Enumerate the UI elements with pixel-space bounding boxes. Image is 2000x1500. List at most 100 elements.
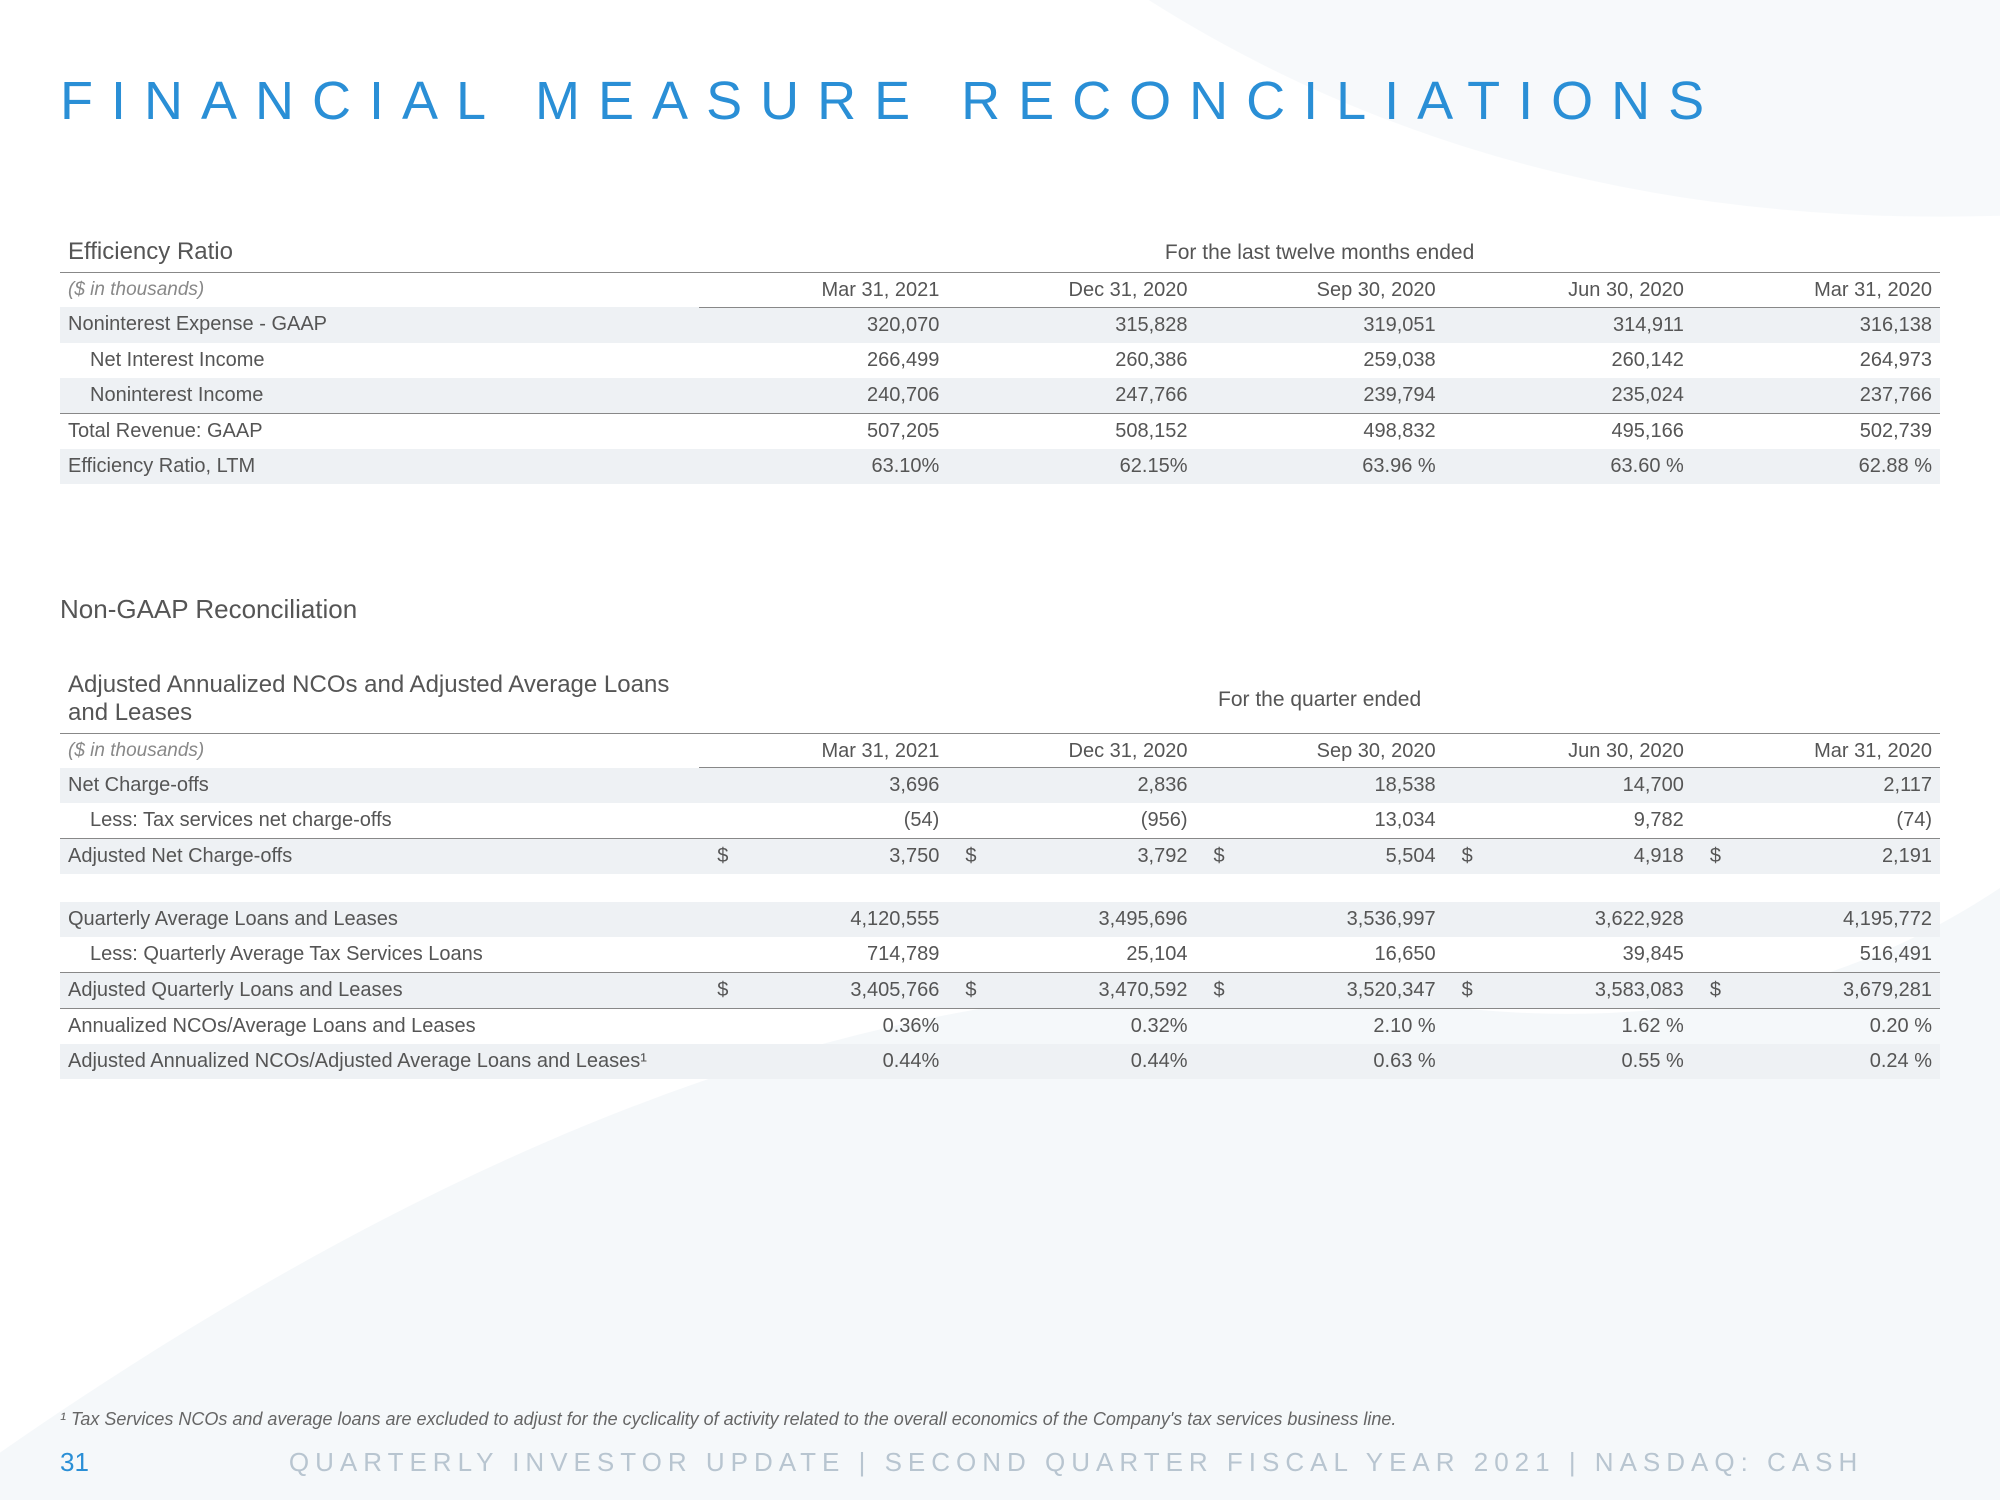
row-value: 25,104 (947, 937, 1195, 973)
row-value: 14,700 (1444, 768, 1692, 804)
row-label: Less: Quarterly Average Tax Services Loa… (60, 937, 699, 973)
table-row: Annualized NCOs/Average Loans and Leases… (60, 1009, 1940, 1045)
dollar-sign: $ (965, 845, 976, 868)
row-value: 498,832 (1196, 413, 1444, 449)
row-value: 0.63 % (1196, 1044, 1444, 1079)
dollar-sign: $ (1214, 979, 1225, 1002)
table-row: Adjusted Net Charge-offs$3,750$3,792$5,5… (60, 839, 1940, 875)
row-value: $3,792 (947, 839, 1195, 875)
row-value: (956) (947, 803, 1195, 839)
row-value: 3,536,997 (1196, 902, 1444, 937)
footnote: ¹ Tax Services NCOs and average loans ar… (60, 1409, 1940, 1430)
row-value: 0.24 % (1692, 1044, 1940, 1079)
table-row: Less: Quarterly Average Tax Services Loa… (60, 937, 1940, 973)
page-number: 31 (60, 1447, 89, 1478)
row-label: Efficiency Ratio, LTM (60, 449, 699, 484)
table-row: Adjusted Quarterly Loans and Leases$3,40… (60, 973, 1940, 1009)
row-value: 316,138 (1692, 307, 1940, 343)
row-value: 237,766 (1692, 378, 1940, 414)
table-row: Adjusted Annualized NCOs/Adjusted Averag… (60, 1044, 1940, 1079)
row-value: 63.10% (699, 449, 947, 484)
row-value: $3,679,281 (1692, 973, 1940, 1009)
row-value: 63.96 % (1196, 449, 1444, 484)
table-header-row: Efficiency Ratio For the last twelve mon… (60, 232, 1940, 273)
nongaap-heading: Non-GAAP Reconciliation (60, 594, 1940, 625)
row-value: 3,696 (699, 768, 947, 804)
row-value: 62.88 % (1692, 449, 1940, 484)
row-value: $3,520,347 (1196, 973, 1444, 1009)
dollar-sign: $ (965, 979, 976, 1002)
row-value: $3,583,083 (1444, 973, 1692, 1009)
row-value: 13,034 (1196, 803, 1444, 839)
date-header-row: ($ in thousands) Mar 31, 2021 Dec 31, 20… (60, 733, 1940, 768)
date-col-2: Sep 30, 2020 (1196, 273, 1444, 308)
date-col-4: Mar 31, 2020 (1692, 733, 1940, 768)
row-value: 314,911 (1444, 307, 1692, 343)
row-value: 264,973 (1692, 343, 1940, 378)
section-label: Adjusted Annualized NCOs and Adjusted Av… (60, 665, 699, 734)
table-row: Net Charge-offs3,6962,83618,53814,7002,1… (60, 768, 1940, 804)
row-label: Noninterest Expense - GAAP (60, 307, 699, 343)
dollar-sign: $ (717, 979, 728, 1002)
table-row: Total Revenue: GAAP507,205508,152498,832… (60, 413, 1940, 449)
section-label: Efficiency Ratio (60, 232, 699, 273)
dollar-sign: $ (1462, 845, 1473, 868)
dollar-sign: $ (1462, 979, 1473, 1002)
row-value: 315,828 (947, 307, 1195, 343)
units-label: ($ in thousands) (60, 273, 699, 308)
row-value: 714,789 (699, 937, 947, 973)
date-col-0: Mar 31, 2021 (699, 733, 947, 768)
row-value: 2,117 (1692, 768, 1940, 804)
date-col-3: Jun 30, 2020 (1444, 733, 1692, 768)
dollar-sign: $ (1710, 979, 1721, 1002)
row-value: 3,495,696 (947, 902, 1195, 937)
row-label: Less: Tax services net charge-offs (60, 803, 699, 839)
row-value: 320,070 (699, 307, 947, 343)
row-value: (74) (1692, 803, 1940, 839)
row-value: 2,836 (947, 768, 1195, 804)
row-value: 240,706 (699, 378, 947, 414)
date-col-2: Sep 30, 2020 (1196, 733, 1444, 768)
row-value: 0.36% (699, 1009, 947, 1045)
row-label: Adjusted Quarterly Loans and Leases (60, 973, 699, 1009)
page-title: FINANCIAL MEASURE RECONCILIATIONS (60, 70, 1940, 132)
row-value: 16,650 (1196, 937, 1444, 973)
row-value: 266,499 (699, 343, 947, 378)
table-row: Less: Tax services net charge-offs(54)(9… (60, 803, 1940, 839)
footer-text: QUARTERLY INVESTOR UPDATE | SECOND QUART… (289, 1447, 1863, 1478)
date-col-4: Mar 31, 2020 (1692, 273, 1940, 308)
row-label: Adjusted Annualized NCOs/Adjusted Averag… (60, 1044, 699, 1079)
row-value: $5,504 (1196, 839, 1444, 875)
row-value: 260,386 (947, 343, 1195, 378)
row-value: $3,750 (699, 839, 947, 875)
date-col-0: Mar 31, 2021 (699, 273, 947, 308)
row-value: 319,051 (1196, 307, 1444, 343)
row-value: 0.44% (947, 1044, 1195, 1079)
row-value: 62.15% (947, 449, 1195, 484)
row-value: $4,918 (1444, 839, 1692, 875)
efficiency-ratio-table: Efficiency Ratio For the last twelve mon… (60, 232, 1940, 484)
row-value: 0.55 % (1444, 1044, 1692, 1079)
row-label: Net Charge-offs (60, 768, 699, 804)
row-value: 2.10 % (1196, 1009, 1444, 1045)
row-value: 0.32% (947, 1009, 1195, 1045)
row-value: 507,205 (699, 413, 947, 449)
row-value: 495,166 (1444, 413, 1692, 449)
dollar-sign: $ (1710, 845, 1721, 868)
dollar-sign: $ (717, 845, 728, 868)
row-value: 9,782 (1444, 803, 1692, 839)
footer: 31 QUARTERLY INVESTOR UPDATE | SECOND QU… (60, 1447, 1940, 1478)
row-value: 508,152 (947, 413, 1195, 449)
row-label: Quarterly Average Loans and Leases (60, 902, 699, 937)
row-value: 63.60 % (1444, 449, 1692, 484)
period-header: For the quarter ended (699, 665, 1940, 734)
date-header-row: ($ in thousands) Mar 31, 2021 Dec 31, 20… (60, 273, 1940, 308)
row-value: (54) (699, 803, 947, 839)
row-value: 4,120,555 (699, 902, 947, 937)
row-value: 0.20 % (1692, 1009, 1940, 1045)
row-value: 0.44% (699, 1044, 947, 1079)
row-label: Annualized NCOs/Average Loans and Leases (60, 1009, 699, 1045)
table-row: Net Interest Income266,499260,386259,038… (60, 343, 1940, 378)
row-value: $3,405,766 (699, 973, 947, 1009)
units-label: ($ in thousands) (60, 733, 699, 768)
